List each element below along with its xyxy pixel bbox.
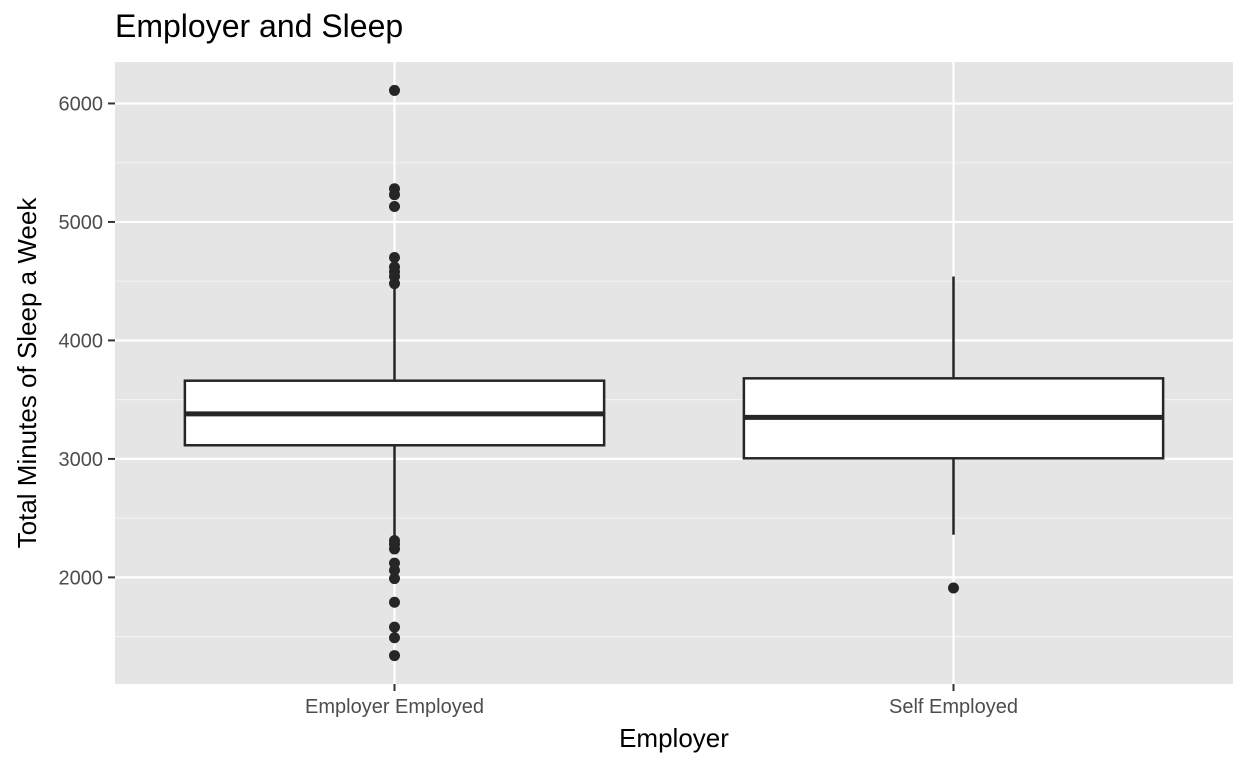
- x-axis-title: Employer: [619, 723, 729, 753]
- chart-title: Employer and Sleep: [115, 8, 404, 44]
- outlier-point: [389, 573, 400, 585]
- box-series: [183, 84, 1165, 662]
- plot-panel: [115, 62, 1233, 684]
- y-tick-label: 3000: [59, 449, 104, 471]
- box-group: [742, 276, 1165, 594]
- outlier-point: [389, 278, 400, 290]
- outlier-point: [389, 632, 400, 644]
- box-group: [183, 84, 606, 662]
- outlier-point: [389, 189, 400, 201]
- outlier-point: [389, 251, 400, 263]
- y-tick-label: 6000: [59, 93, 104, 115]
- outlier-point: [389, 84, 400, 96]
- outlier-point: [389, 564, 400, 576]
- outlier-point: [389, 650, 400, 662]
- x-tick-label: Self Employed: [889, 696, 1018, 718]
- y-axis-title: Total Minutes of Sleep a Week: [12, 197, 42, 549]
- x-axis: Employer Employed Self Employed: [305, 684, 1018, 718]
- y-tick-label: 2000: [59, 567, 104, 589]
- y-axis: 2000 3000 4000 5000 6000: [59, 93, 115, 589]
- outlier-point: [389, 543, 400, 555]
- y-tick-label: 5000: [59, 212, 104, 234]
- outlier-point: [389, 621, 400, 633]
- y-tick-label: 4000: [59, 330, 104, 352]
- x-tick-label: Employer Employed: [305, 696, 484, 718]
- outlier-point: [389, 596, 400, 608]
- outlier-point: [389, 201, 400, 213]
- outlier-point: [948, 582, 959, 594]
